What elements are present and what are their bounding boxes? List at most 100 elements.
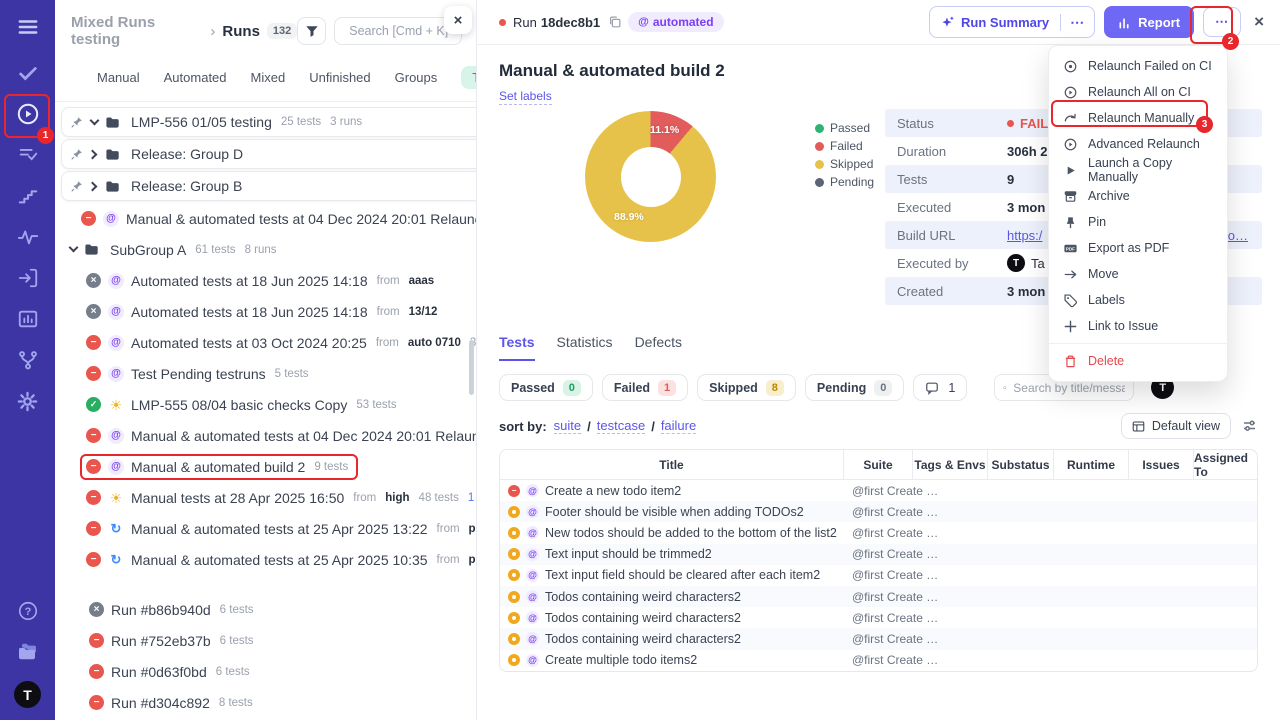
menu-launch-copy[interactable]: Launch a Copy Manually: [1049, 157, 1227, 183]
projects-folder-icon[interactable]: [16, 640, 40, 664]
test-row[interactable]: @ New todos should be added to the botto…: [500, 522, 1257, 543]
col-title[interactable]: Title: [500, 450, 844, 480]
tab-unfinished[interactable]: Unfinished: [309, 70, 370, 85]
run-list-item[interactable]: Run #752eb37b 6 tests: [55, 625, 476, 656]
test-suite[interactable]: @first Create …: [844, 544, 913, 565]
check-icon[interactable]: [16, 61, 40, 85]
tab-mixed[interactable]: Mixed: [251, 70, 286, 85]
run-list-item[interactable]: Automated tests at 03 Oct 2024 20:25 fro…: [55, 327, 476, 358]
run-list-item[interactable]: LMP-556 01/05 testing 25 tests 3 runs: [61, 107, 477, 137]
column-settings-icon[interactable]: [1242, 418, 1258, 434]
chip-pending[interactable]: Pending0: [805, 374, 904, 401]
tab-tests[interactable]: Tests: [499, 334, 535, 361]
run-list-item[interactable]: Run #b86b940d 6 tests: [55, 594, 476, 625]
runs-search-box[interactable]: [334, 17, 462, 45]
col-suite[interactable]: Suite: [844, 450, 913, 480]
test-suite[interactable]: @first Create …: [844, 565, 913, 586]
test-title[interactable]: Text input field should be cleared after…: [545, 568, 820, 582]
menu-move[interactable]: Move: [1049, 261, 1227, 287]
branches-icon[interactable]: [16, 348, 40, 372]
filter-button[interactable]: [297, 17, 326, 45]
test-suite[interactable]: @first Create …: [844, 501, 913, 522]
test-title[interactable]: Create multiple todo items2: [545, 653, 697, 667]
tests-search-input[interactable]: [1013, 381, 1125, 395]
chevron-icon[interactable]: [69, 243, 79, 253]
test-title[interactable]: Text input should be trimmed2: [545, 547, 712, 561]
tab-statistics[interactable]: Statistics: [557, 334, 613, 361]
report-button[interactable]: Report: [1104, 6, 1194, 38]
chevron-icon[interactable]: [90, 115, 100, 125]
test-title[interactable]: Todos containing weird characters2: [545, 611, 741, 625]
build-url-link[interactable]: https:/: [1007, 228, 1042, 243]
run-list-item[interactable]: Manual tests at 28 Apr 2025 16:50 from h…: [55, 482, 476, 513]
analytics-chart-icon[interactable]: [16, 307, 40, 331]
run-list-item[interactable]: Test Pending testruns 5 tests: [55, 358, 476, 389]
chevron-icon[interactable]: [88, 181, 98, 191]
settings-gear-icon[interactable]: [16, 389, 40, 413]
menu-pin[interactable]: Pin: [1049, 209, 1227, 235]
tab-today[interactable]: To: [461, 66, 477, 89]
test-row[interactable]: @ Footer should be visible when adding T…: [500, 501, 1257, 522]
chip-skipped[interactable]: Skipped8: [697, 374, 796, 401]
legend-label-passed[interactable]: Passed: [830, 121, 870, 135]
run-list-item[interactable]: Automated tests at 18 Jun 2025 14:18 fro…: [55, 265, 476, 296]
test-suite[interactable]: @first Create …: [844, 628, 913, 649]
test-title[interactable]: Todos containing weird characters2: [545, 632, 741, 646]
menu-archive[interactable]: Archive: [1049, 183, 1227, 209]
test-title[interactable]: Todos containing weird characters2: [545, 590, 741, 604]
col-substatus[interactable]: Substatus: [988, 450, 1054, 480]
run-list-item[interactable]: Release: Group B: [61, 171, 477, 201]
more-actions-button[interactable]: ⋯: [1203, 7, 1241, 37]
sort-suite-link[interactable]: suite: [554, 418, 581, 434]
menu-relaunch-all-ci[interactable]: Relaunch All on CI: [1049, 79, 1227, 105]
col-issues[interactable]: Issues: [1129, 450, 1194, 480]
milestones-icon[interactable]: [16, 184, 40, 208]
test-title[interactable]: New todos should be added to the bottom …: [545, 526, 837, 540]
tab-defects[interactable]: Defects: [635, 334, 682, 361]
sort-testcase-link[interactable]: testcase: [597, 418, 645, 434]
run-list-item[interactable]: Run #d304c892 8 tests: [55, 687, 476, 718]
tab-manual[interactable]: Manual: [97, 70, 140, 85]
run-list-item[interactable]: LMP-555 08/04 basic checks Copy 53 tests: [55, 389, 476, 420]
run-defects-count[interactable]: 1 defects: [468, 492, 477, 504]
run-list-item[interactable]: Manual & automated build 2 9 tests: [55, 451, 476, 482]
run-summary-button[interactable]: Run Summary ⋯: [929, 6, 1095, 38]
run-list-item[interactable]: Run #0d63f0bd 6 tests: [55, 656, 476, 687]
menu-advanced-relaunch[interactable]: Advanced Relaunch: [1049, 131, 1227, 157]
legend-label-failed[interactable]: Failed: [830, 139, 863, 153]
help-icon[interactable]: ?: [16, 599, 40, 623]
sort-failure-link[interactable]: failure: [661, 418, 696, 434]
chip-passed[interactable]: Passed0: [499, 374, 593, 401]
menu-export-pdf[interactable]: PDF Export as PDF: [1049, 235, 1227, 261]
run-list-item[interactable]: SubGroup A 61 tests 8 runs: [55, 234, 476, 265]
scrollbar-thumb[interactable]: [469, 340, 474, 395]
chip-failed[interactable]: Failed1: [602, 374, 688, 401]
test-suite[interactable]: @first Create …: [844, 480, 913, 501]
menu-labels[interactable]: Labels: [1049, 287, 1227, 313]
chip-comments[interactable]: 1: [913, 374, 967, 401]
test-row[interactable]: @ Create multiple todo items2 @first Cre…: [500, 650, 1257, 671]
test-suite[interactable]: @first Create …: [844, 586, 913, 607]
activity-pulse-icon[interactable]: [16, 225, 40, 249]
legend-label-pending[interactable]: Pending: [830, 175, 874, 189]
menu-relaunch-manually[interactable]: Relaunch Manually: [1049, 105, 1227, 131]
set-labels-link[interactable]: Set labels: [499, 89, 552, 105]
run-list-item[interactable]: Manual & automated tests at 25 Apr 2025 …: [55, 513, 476, 544]
test-suite[interactable]: @first Create …: [844, 650, 913, 671]
workspace-avatar[interactable]: T: [14, 681, 41, 708]
menu-link-to-issue[interactable]: Link to Issue: [1049, 313, 1227, 339]
run-list-item[interactable]: Manual & automated tests at 04 Dec 2024 …: [55, 203, 476, 234]
col-tags-envs[interactable]: Tags & Envs: [913, 450, 988, 480]
run-list-item[interactable]: Manual & automated tests at 04 Dec 2024 …: [55, 420, 476, 451]
test-row[interactable]: @ Todos containing weird characters2 @fi…: [500, 607, 1257, 628]
copy-icon[interactable]: [608, 15, 622, 29]
menu-relaunch-failed-ci[interactable]: Relaunch Failed on CI: [1049, 53, 1227, 79]
run-summary-more-icon[interactable]: ⋯: [1060, 14, 1094, 31]
test-suite[interactable]: @first Create …: [844, 522, 913, 543]
test-title[interactable]: Create a new todo item2: [545, 484, 681, 498]
menu-delete[interactable]: Delete: [1049, 348, 1227, 374]
test-row[interactable]: @ Todos containing weird characters2 @fi…: [500, 586, 1257, 607]
test-suite[interactable]: @first Create …: [844, 607, 913, 628]
test-row[interactable]: @ Text input should be trimmed2 @first C…: [500, 544, 1257, 565]
test-title[interactable]: Footer should be visible when adding TOD…: [545, 505, 804, 519]
